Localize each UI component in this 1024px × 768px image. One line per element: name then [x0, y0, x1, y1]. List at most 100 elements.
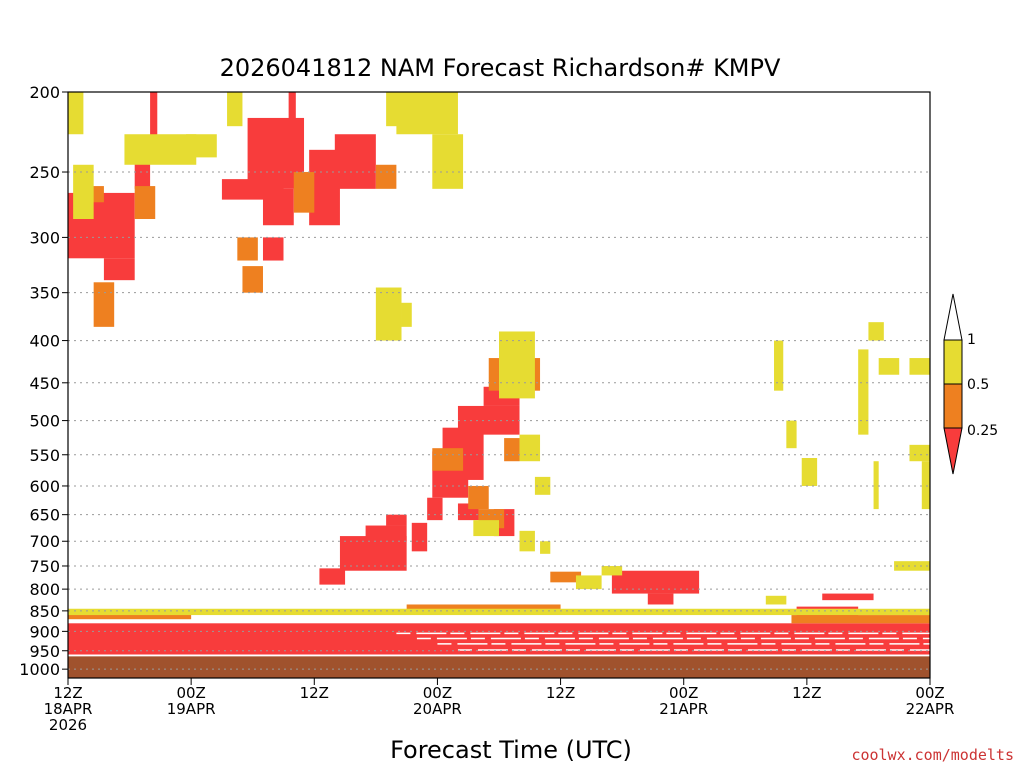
legend-swatch-0-5-to-1: [943, 339, 963, 385]
y-tick-label-250: 250: [29, 163, 60, 182]
y-tick-label-500: 500: [29, 412, 60, 431]
ri-cell-series0-26: [822, 593, 874, 601]
legend-label-2: 0.25: [967, 423, 998, 439]
x-tick-label-5-0: 00Z: [669, 684, 698, 702]
y-tick-label-200: 200: [29, 83, 60, 102]
ri-cell-series0-17: [365, 525, 407, 542]
y-tick-label-800: 800: [29, 580, 60, 599]
x-tick-label-5-1: 21APR: [659, 700, 708, 718]
x-tick-label-7-1: 22APR: [906, 700, 955, 718]
ri-cell-series2-26: [894, 561, 930, 571]
ri-cell-series0-25: [647, 593, 674, 605]
x-axis-label: Forecast Time (UTC): [390, 736, 632, 764]
y-tick-label-750: 750: [29, 557, 60, 576]
ri-cell-series2-20: [873, 461, 879, 510]
ri-cell-series2-17: [786, 420, 797, 449]
ri-cell-series1-5: [242, 266, 263, 293]
x-tick-label-4-0: 12Z: [546, 684, 575, 702]
y-tick-label-1000: 1000: [19, 660, 60, 679]
ri-cell-series2-11: [519, 434, 541, 462]
legend: 1 0.5 0.25: [943, 293, 998, 475]
ri-cell-series2-22: [878, 358, 900, 375]
y-axis: 200 250 300 350 400 450 500 550 600 650 700 750 800 8…: [19, 83, 68, 679]
ri-cell-series0-16: [339, 536, 407, 571]
ri-cell-series2-19: [858, 349, 869, 435]
x-tick-label-2-0: 12Z: [300, 684, 329, 702]
ri-cell-series0-20: [427, 497, 443, 521]
x-tick-label-0-2: 2026: [49, 716, 87, 734]
ri-cell-series2-1: [73, 164, 94, 220]
ri-cell-series2-25: [921, 461, 930, 510]
ri-cell-series0-7: [334, 134, 376, 189]
legend-label-0: 1: [967, 332, 976, 348]
ri-cell-series0-9: [150, 92, 158, 158]
x-tick-label-3-1: 20APR: [413, 700, 462, 718]
ri-cell-series2-13: [473, 520, 499, 537]
ri-cell-series2-15: [540, 541, 551, 554]
ri-cell-series1-1: [93, 282, 115, 327]
y-tick-label-350: 350: [29, 284, 60, 303]
y-tick-label-300: 300: [29, 228, 60, 247]
ri-cell-series0-10: [288, 92, 296, 150]
ri-cell-series2-3: [186, 134, 217, 158]
legend-swatch-above-1: [943, 293, 963, 341]
ri-cell-series0-19: [411, 522, 428, 552]
x-tick-label-0-0: 12Z: [53, 684, 82, 702]
ri-cell-series1-14: [68, 612, 192, 620]
ri-cell-series1-11: [504, 438, 520, 462]
ri-cell-series2-9: [401, 302, 412, 327]
ri-cell-series2-29: [765, 595, 787, 605]
x-tick-label-1-1: 19APR: [167, 700, 216, 718]
legend-label-1: 0.5: [967, 377, 989, 393]
ri-cell-series2-6: [396, 92, 458, 135]
y-tick-label-600: 600: [29, 477, 60, 496]
credit-text: coolwx.com/modelts: [851, 746, 1014, 764]
surface-band: [68, 656, 930, 678]
ri-cell-series1-6: [375, 164, 397, 189]
ri-cell-series0-1: [103, 258, 135, 281]
y-tick-label-950: 950: [29, 642, 60, 661]
ri-cell-series2-30: [68, 608, 930, 616]
y-tick-label-450: 450: [29, 374, 60, 393]
ri-cell-series2-18: [801, 458, 818, 486]
ri-cell-series1-3: [293, 172, 315, 213]
ri-cell-series1-4: [237, 237, 258, 261]
ri-cell-series0-21: [319, 568, 346, 585]
ri-cell-series1-15: [406, 604, 561, 613]
ri-cell-series2-0: [68, 92, 84, 135]
ri-cell-series2-21: [868, 322, 884, 341]
ri-cell-series2-16: [774, 340, 784, 391]
ri-cell-series2-27: [601, 565, 623, 576]
y-tick-label-400: 400: [29, 332, 60, 351]
ri-cell-series0-5: [262, 188, 294, 226]
ri-cell-series1-8: [468, 485, 489, 510]
y-tick-label-550: 550: [29, 446, 60, 465]
x-tick-label-3-0: 00Z: [423, 684, 452, 702]
y-tick-label-700: 700: [29, 532, 60, 551]
ri-cell-series2-10: [499, 331, 535, 399]
legend-swatch-0-25-to-0-5: [943, 383, 963, 429]
y-tick-label-650: 650: [29, 506, 60, 525]
y-tick-label-900: 900: [29, 622, 60, 641]
ri-cell-series0-24: [611, 570, 700, 594]
y-tick-label-850: 850: [29, 602, 60, 621]
ri-cell-series1-12: [550, 571, 582, 583]
ri-cell-series2-4: [227, 92, 243, 127]
ri-cell-series0-18: [386, 514, 407, 526]
plot-area: [68, 92, 930, 678]
plot-border: [67, 91, 931, 679]
ri-cell-series2-23: [909, 358, 930, 375]
ri-cell-series2-14: [519, 530, 535, 552]
ri-cell-series2-2: [124, 134, 197, 165]
ri-cell-series0-8: [262, 237, 284, 261]
ri-cell-series2-7: [432, 134, 464, 189]
ri-cell-series1-7: [432, 448, 464, 471]
ri-cell-series2-28: [575, 575, 602, 590]
x-tick-label-1-0: 00Z: [176, 684, 205, 702]
ri-cell-series2-24: [909, 444, 930, 462]
ri-cell-series1-13: [791, 615, 930, 624]
legend-swatch-below-0-25: [943, 427, 963, 475]
chart-title: 2026041812 NAM Forecast Richardson# KMPV: [220, 54, 781, 82]
